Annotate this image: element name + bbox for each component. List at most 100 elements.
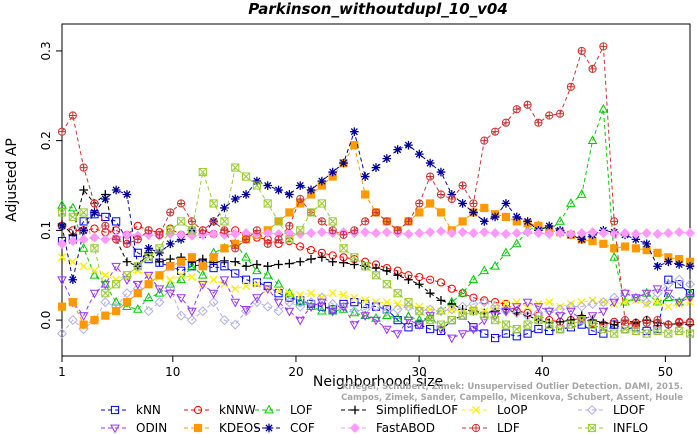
point-ldf [491, 127, 500, 136]
point-ldf [469, 199, 478, 208]
point-cof [371, 163, 381, 172]
point-simplifiedlof [371, 263, 381, 273]
point-inflo [393, 289, 402, 298]
point-knn [112, 217, 121, 226]
x-tick-label: 30 [411, 365, 426, 379]
point-lof [511, 238, 522, 248]
point-kdeos [350, 141, 359, 150]
point-ldf [252, 226, 261, 235]
legend-marker-ldof [586, 404, 598, 416]
point-inflo [57, 208, 67, 217]
point-kdeos [436, 208, 446, 217]
point-fastabod [370, 228, 382, 239]
point-ldof [295, 301, 306, 312]
point-odin [317, 298, 327, 308]
point-odin [262, 285, 273, 295]
point-inflo [306, 208, 316, 217]
point-ldof [176, 310, 187, 321]
point-cof [577, 235, 587, 244]
point-cof [393, 145, 402, 154]
point-fastabod [284, 228, 295, 239]
point-simplifiedlof [122, 257, 132, 267]
y-tick-label: 0.3 [39, 41, 53, 60]
point-knn [361, 299, 370, 309]
point-kdeos [599, 239, 608, 248]
point-fastabod [78, 234, 89, 245]
point-odin [674, 298, 684, 308]
point-loop [209, 275, 218, 284]
point-inflo [469, 307, 478, 316]
point-odin [609, 298, 620, 308]
point-ldof [381, 306, 392, 317]
point-cof [544, 221, 554, 231]
x-tick-label: 40 [535, 365, 550, 379]
legend-item-knn: kNN [101, 403, 161, 417]
point-odin [143, 271, 154, 281]
point-fastabod [208, 228, 219, 239]
x-tick-label: 20 [288, 365, 303, 379]
point-fastabod [652, 228, 663, 239]
point-lof [154, 287, 165, 297]
point-inflo [209, 199, 218, 208]
point-cof [490, 212, 500, 222]
point-lof [479, 265, 490, 275]
point-fastabod [490, 228, 501, 239]
point-ldf [90, 199, 99, 208]
point-cof [523, 217, 532, 226]
point-inflo [198, 167, 207, 177]
point-lof [57, 199, 67, 209]
legend-item-simplifiedlof: SimplifiedLOF [341, 403, 458, 417]
point-ldof [468, 298, 479, 309]
point-cof [501, 199, 511, 208]
point-knnw [480, 296, 489, 305]
point-cof [90, 208, 99, 217]
point-cof [458, 199, 467, 208]
point-inflo [220, 217, 229, 226]
point-odin [111, 262, 121, 272]
point-ldof [652, 288, 663, 299]
point-cof [479, 217, 489, 226]
point-inflo [361, 262, 370, 271]
legend-marker-odin [110, 424, 120, 434]
point-odin [631, 294, 641, 304]
point-simplifiedlof [404, 275, 413, 285]
point-fastabod [468, 228, 479, 239]
point-loop [545, 298, 554, 307]
point-loop [57, 253, 67, 262]
point-cof [295, 181, 305, 190]
point-simplifiedlof [414, 279, 424, 289]
point-fastabod [89, 232, 100, 243]
legend-item-knnw: kNNW [184, 403, 256, 417]
point-fastabod [381, 227, 392, 238]
point-simplifiedlof [285, 259, 294, 268]
x-axis-title: Neighborhood size [313, 374, 443, 390]
point-loop [642, 299, 651, 309]
point-simplifiedlof [328, 257, 338, 267]
point-simplifiedlof [350, 260, 359, 269]
point-ldof [479, 297, 490, 308]
point-fastabod [576, 228, 587, 239]
point-odin [544, 307, 555, 317]
point-lof [382, 310, 392, 320]
point-ldf [231, 244, 240, 253]
point-fastabod [176, 229, 187, 240]
point-ldof [414, 306, 425, 317]
point-odin [122, 276, 132, 286]
y-tick-label: 0.0 [39, 311, 53, 330]
point-ldf [642, 318, 651, 327]
point-ldof [121, 288, 132, 299]
point-ldf [534, 118, 543, 127]
series-line-ldf [61, 44, 691, 326]
point-ldf [555, 109, 565, 118]
point-simplifiedlof [165, 254, 175, 264]
y-axis-title: Adjusted AP [4, 138, 20, 222]
legend-marker-inflo [587, 423, 597, 433]
point-ldf [328, 226, 337, 235]
point-fastabod [544, 228, 555, 239]
point-odin [663, 289, 674, 299]
point-fastabod [446, 228, 457, 239]
point-lof [89, 269, 100, 279]
point-lof [587, 135, 598, 145]
series-line-cof [61, 129, 691, 280]
